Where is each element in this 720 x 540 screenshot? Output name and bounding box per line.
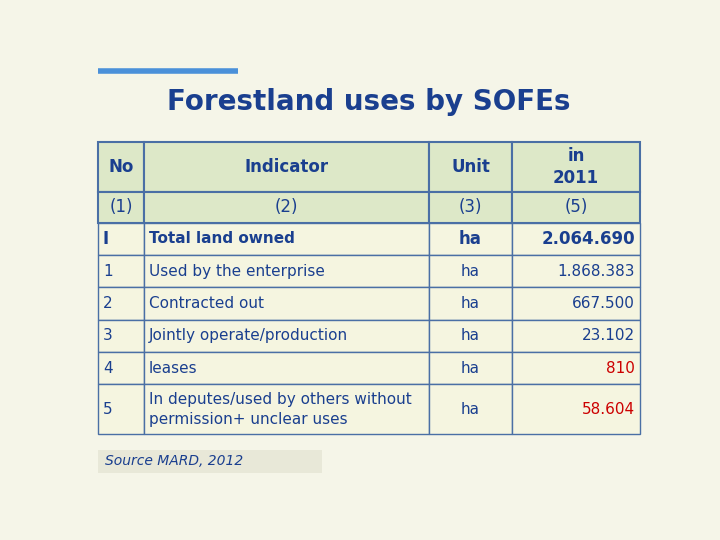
Text: 1.868.383: 1.868.383	[558, 264, 635, 279]
Text: Contracted out: Contracted out	[149, 296, 264, 311]
FancyBboxPatch shape	[99, 222, 145, 255]
FancyBboxPatch shape	[428, 384, 513, 434]
FancyBboxPatch shape	[513, 352, 639, 384]
FancyBboxPatch shape	[145, 192, 428, 222]
Text: 4: 4	[103, 361, 112, 376]
FancyBboxPatch shape	[513, 222, 639, 255]
Text: ha: ha	[461, 361, 480, 376]
FancyBboxPatch shape	[428, 287, 513, 320]
Text: ha: ha	[461, 328, 480, 343]
Text: (1): (1)	[109, 198, 133, 216]
Text: Total land owned: Total land owned	[149, 231, 294, 246]
FancyBboxPatch shape	[99, 384, 145, 434]
Text: 2: 2	[103, 296, 112, 311]
FancyBboxPatch shape	[145, 352, 428, 384]
FancyBboxPatch shape	[145, 222, 428, 255]
Text: In deputes/used by others without: In deputes/used by others without	[149, 392, 412, 407]
FancyBboxPatch shape	[513, 287, 639, 320]
Text: 3: 3	[103, 328, 112, 343]
FancyBboxPatch shape	[428, 222, 513, 255]
Text: 810: 810	[606, 361, 635, 376]
FancyBboxPatch shape	[145, 287, 428, 320]
Text: 58.604: 58.604	[582, 402, 635, 417]
Text: ha: ha	[461, 296, 480, 311]
FancyBboxPatch shape	[145, 320, 428, 352]
Text: I: I	[103, 230, 109, 248]
FancyBboxPatch shape	[513, 192, 639, 222]
Text: 2011: 2011	[553, 169, 599, 187]
FancyBboxPatch shape	[428, 352, 513, 384]
Text: Forestland uses by SOFEs: Forestland uses by SOFEs	[167, 87, 571, 116]
FancyBboxPatch shape	[99, 255, 145, 287]
FancyBboxPatch shape	[145, 255, 428, 287]
FancyBboxPatch shape	[99, 192, 145, 222]
Text: Source MARD, 2012: Source MARD, 2012	[105, 454, 243, 468]
FancyBboxPatch shape	[99, 287, 145, 320]
FancyBboxPatch shape	[428, 255, 513, 287]
FancyBboxPatch shape	[513, 384, 639, 434]
Text: (2): (2)	[275, 198, 298, 216]
Text: Jointly operate/production: Jointly operate/production	[149, 328, 348, 343]
FancyBboxPatch shape	[99, 352, 145, 384]
FancyBboxPatch shape	[145, 384, 428, 434]
Text: (3): (3)	[459, 198, 482, 216]
FancyBboxPatch shape	[99, 320, 145, 352]
FancyBboxPatch shape	[513, 255, 639, 287]
Text: ha: ha	[461, 402, 480, 417]
FancyBboxPatch shape	[145, 141, 428, 192]
Text: 1: 1	[103, 264, 112, 279]
Text: 23.102: 23.102	[582, 328, 635, 343]
Text: in: in	[567, 147, 585, 165]
Text: 667.500: 667.500	[572, 296, 635, 311]
FancyBboxPatch shape	[513, 141, 639, 192]
Text: Indicator: Indicator	[244, 158, 328, 176]
Text: leases: leases	[149, 361, 197, 376]
Text: Unit: Unit	[451, 158, 490, 176]
Text: 5: 5	[103, 402, 112, 417]
Text: 2.064.690: 2.064.690	[541, 230, 635, 248]
Text: No: No	[109, 158, 134, 176]
FancyBboxPatch shape	[513, 320, 639, 352]
Text: (5): (5)	[564, 198, 588, 216]
Text: ha: ha	[461, 264, 480, 279]
Text: permission+ unclear uses: permission+ unclear uses	[149, 412, 348, 427]
Text: Used by the enterprise: Used by the enterprise	[149, 264, 325, 279]
FancyBboxPatch shape	[428, 141, 513, 192]
FancyBboxPatch shape	[428, 192, 513, 222]
FancyBboxPatch shape	[99, 141, 145, 192]
FancyBboxPatch shape	[99, 450, 322, 473]
FancyBboxPatch shape	[428, 320, 513, 352]
Text: ha: ha	[459, 230, 482, 248]
